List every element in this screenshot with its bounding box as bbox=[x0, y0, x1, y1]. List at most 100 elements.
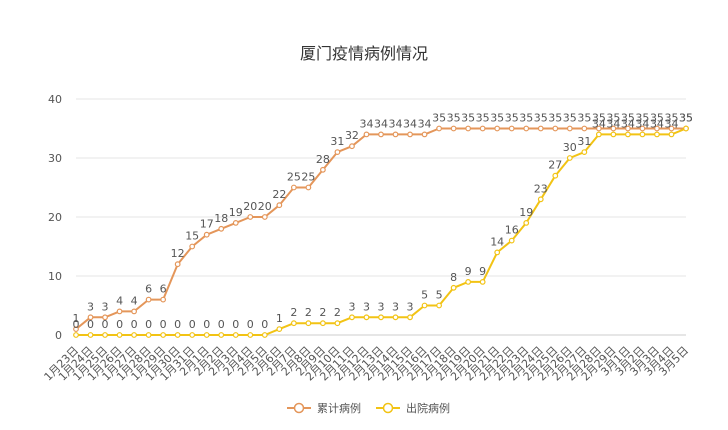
data-point[interactable] bbox=[668, 125, 675, 132]
data-point[interactable] bbox=[537, 125, 544, 132]
data-label: 9 bbox=[479, 265, 486, 278]
data-point[interactable] bbox=[145, 332, 152, 338]
data-point[interactable] bbox=[552, 125, 559, 132]
data-point[interactable] bbox=[131, 332, 137, 338]
legend-label[interactable]: 累计病例 bbox=[317, 401, 361, 415]
data-point[interactable] bbox=[189, 243, 196, 250]
data-point[interactable] bbox=[595, 131, 602, 138]
data-point[interactable] bbox=[203, 332, 210, 338]
data-point[interactable] bbox=[232, 332, 239, 338]
data-point[interactable] bbox=[174, 261, 181, 268]
data-point[interactable] bbox=[610, 125, 617, 132]
data-point[interactable] bbox=[116, 308, 123, 315]
data-point[interactable] bbox=[494, 249, 501, 256]
data-point[interactable] bbox=[436, 302, 442, 309]
data-point[interactable] bbox=[421, 131, 428, 138]
data-point[interactable] bbox=[160, 332, 167, 338]
data-point[interactable] bbox=[508, 237, 515, 244]
data-point[interactable] bbox=[436, 125, 442, 132]
data-point[interactable] bbox=[407, 131, 413, 138]
data-label: 35 bbox=[548, 112, 562, 125]
data-point[interactable] bbox=[378, 314, 384, 321]
data-point[interactable] bbox=[160, 296, 167, 303]
data-point[interactable] bbox=[683, 125, 689, 132]
data-label: 30 bbox=[563, 141, 577, 154]
data-point[interactable] bbox=[290, 320, 297, 327]
data-point[interactable] bbox=[523, 125, 530, 132]
data-point[interactable] bbox=[247, 332, 254, 338]
data-point[interactable] bbox=[116, 332, 123, 338]
data-point[interactable] bbox=[276, 326, 283, 333]
data-point[interactable] bbox=[131, 308, 137, 315]
data-label: 2 bbox=[305, 306, 312, 319]
legend-marker[interactable] bbox=[382, 402, 394, 414]
data-point[interactable] bbox=[639, 131, 646, 138]
data-point[interactable] bbox=[102, 332, 108, 338]
data-point[interactable] bbox=[668, 131, 675, 138]
data-point[interactable] bbox=[276, 202, 283, 209]
data-point[interactable] bbox=[218, 332, 225, 338]
data-point[interactable] bbox=[465, 279, 472, 285]
data-label: 34 bbox=[664, 117, 678, 130]
data-label: 0 bbox=[160, 318, 167, 331]
data-point[interactable] bbox=[87, 314, 94, 321]
data-point[interactable] bbox=[189, 332, 196, 338]
data-point[interactable] bbox=[537, 196, 544, 203]
data-point[interactable] bbox=[639, 125, 646, 132]
data-point[interactable] bbox=[523, 219, 530, 226]
data-point[interactable] bbox=[625, 125, 631, 132]
data-point[interactable] bbox=[290, 184, 297, 191]
data-point[interactable] bbox=[566, 125, 573, 132]
legend-marker[interactable] bbox=[293, 402, 305, 414]
data-point[interactable] bbox=[421, 302, 428, 309]
data-point[interactable] bbox=[407, 314, 413, 321]
data-point[interactable] bbox=[363, 314, 370, 321]
data-point[interactable] bbox=[102, 314, 108, 321]
data-point[interactable] bbox=[73, 326, 79, 333]
data-point[interactable] bbox=[378, 131, 384, 138]
data-point[interactable] bbox=[334, 149, 341, 156]
data-point[interactable] bbox=[595, 125, 602, 132]
data-point[interactable] bbox=[218, 225, 225, 232]
data-point[interactable] bbox=[261, 332, 268, 338]
data-point[interactable] bbox=[479, 279, 486, 285]
data-point[interactable] bbox=[203, 231, 210, 238]
data-point[interactable] bbox=[581, 125, 588, 132]
data-point[interactable] bbox=[320, 320, 326, 327]
data-label: 25 bbox=[301, 171, 315, 184]
data-point[interactable] bbox=[625, 131, 631, 138]
data-point[interactable] bbox=[581, 149, 588, 156]
data-point[interactable] bbox=[261, 214, 268, 220]
data-point[interactable] bbox=[450, 125, 457, 132]
data-point[interactable] bbox=[305, 320, 312, 327]
data-point[interactable] bbox=[363, 131, 370, 138]
data-label: 35 bbox=[635, 112, 649, 125]
data-point[interactable] bbox=[654, 125, 660, 132]
data-point[interactable] bbox=[508, 125, 515, 132]
data-point[interactable] bbox=[87, 332, 94, 338]
data-point[interactable] bbox=[654, 131, 660, 138]
data-point[interactable] bbox=[73, 332, 79, 338]
data-point[interactable] bbox=[392, 314, 399, 321]
data-point[interactable] bbox=[566, 155, 573, 161]
data-point[interactable] bbox=[305, 184, 312, 191]
data-point[interactable] bbox=[349, 314, 355, 321]
data-label: 18 bbox=[214, 212, 228, 225]
legend-label[interactable]: 出院病例 bbox=[406, 401, 450, 415]
data-point[interactable] bbox=[174, 332, 181, 338]
data-point[interactable] bbox=[320, 166, 326, 173]
data-point[interactable] bbox=[145, 296, 152, 303]
data-point[interactable] bbox=[465, 125, 472, 132]
data-point[interactable] bbox=[552, 172, 559, 179]
data-point[interactable] bbox=[479, 125, 486, 132]
data-label: 20 bbox=[258, 200, 272, 213]
data-point[interactable] bbox=[392, 131, 399, 138]
y-tick-label: 0 bbox=[55, 329, 62, 342]
data-point[interactable] bbox=[334, 320, 341, 327]
data-point[interactable] bbox=[349, 143, 355, 150]
data-point[interactable] bbox=[247, 214, 254, 220]
data-point[interactable] bbox=[610, 131, 617, 138]
data-point[interactable] bbox=[232, 219, 239, 226]
data-point[interactable] bbox=[450, 284, 457, 291]
data-point[interactable] bbox=[494, 125, 501, 132]
